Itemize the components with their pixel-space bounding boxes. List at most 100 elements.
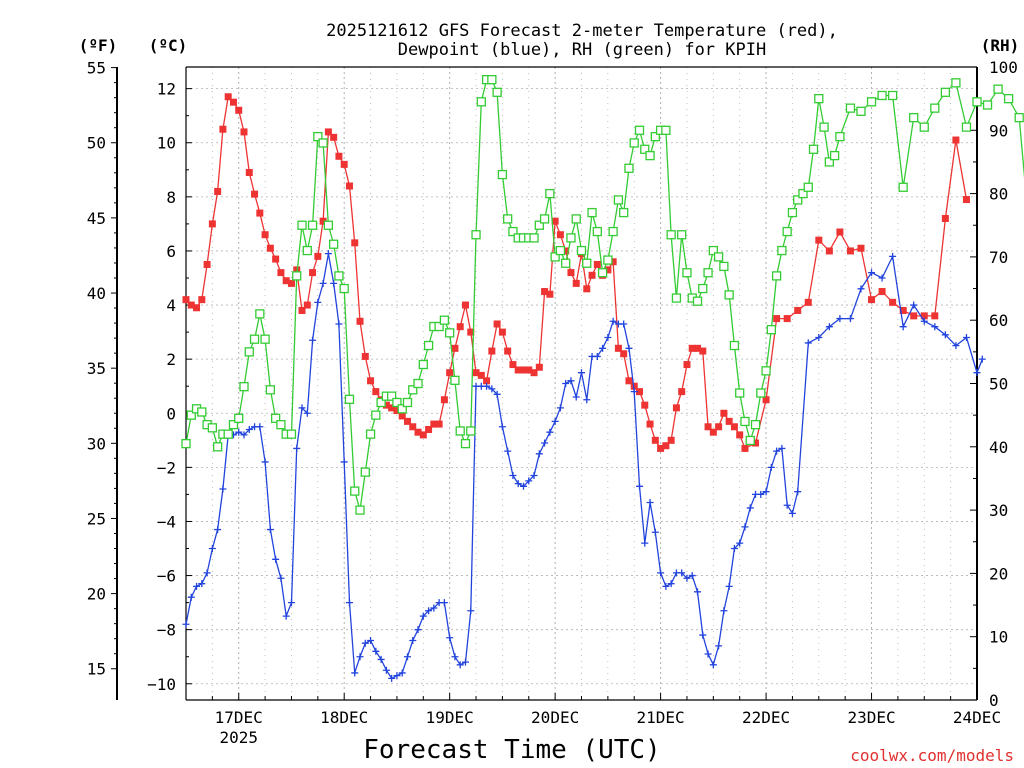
temperature-point (709, 428, 717, 436)
dewpoint-point (641, 539, 649, 547)
temperature-point (551, 217, 559, 225)
dewpoint-point (725, 582, 733, 590)
rh-point (313, 131, 323, 142)
dewpoint-point (240, 431, 248, 439)
rh-point (703, 268, 713, 278)
f-tick-label: 30 (87, 434, 106, 453)
dewpoint-point (345, 599, 353, 607)
dewpoint-point (973, 369, 981, 377)
x-tick-label: 19DEC (426, 708, 474, 727)
rh-point (713, 252, 724, 262)
f-tick-label: 55 (87, 59, 106, 78)
dewpoint-point (757, 490, 765, 498)
dewpoint-point (978, 355, 986, 363)
rh-point (592, 226, 602, 237)
c-tick-label: −2 (157, 458, 176, 477)
temperature-point (804, 298, 812, 306)
temperature-point (451, 344, 459, 352)
temperature-point (488, 347, 496, 355)
rh-point (724, 290, 734, 300)
rh-tick-label: 90 (989, 121, 1008, 140)
temperature-point (182, 296, 190, 304)
dewpoint-point (868, 269, 876, 277)
rh-tick-label: 40 (989, 438, 1008, 457)
dewpoint-point (525, 477, 533, 485)
temperature-point (825, 247, 833, 255)
dewpoint-point (815, 334, 823, 342)
rh-point (350, 486, 360, 496)
rh-point (439, 315, 450, 325)
rh-point (239, 382, 249, 392)
rh-point (682, 268, 692, 278)
temperature-point (583, 285, 591, 293)
temperature-point (419, 431, 427, 439)
x-tick-label: 17DEC (215, 708, 263, 727)
dewpoint-point (878, 274, 886, 282)
dewpoint-point (910, 301, 918, 309)
c-tick-label: 0 (166, 404, 176, 423)
temperature-point (815, 236, 823, 244)
temperature-point (509, 361, 517, 369)
rh-point (197, 407, 207, 417)
dewpoint-point (498, 423, 506, 431)
dewpoint-point (962, 334, 970, 342)
dewpoint-point (182, 620, 190, 628)
dewpoint-point (272, 555, 280, 563)
dewpoint-point (804, 339, 812, 347)
rh-point (608, 226, 618, 237)
chart-title-line-1: 2025121612 GFS Forecast 2-meter Temperat… (326, 21, 838, 41)
rh-point (466, 426, 476, 436)
temperature-point (736, 431, 744, 439)
temperature-point (762, 396, 770, 404)
dewpoint-point (704, 650, 712, 658)
temperature-point (409, 423, 417, 431)
rh-point (877, 90, 887, 101)
dewpoint-point (683, 574, 691, 582)
dewpoint-point (762, 488, 770, 496)
rh-point (671, 293, 682, 303)
f-tick-label: 20 (87, 585, 106, 604)
temperature-point (725, 417, 733, 425)
temperature-point (783, 315, 791, 323)
rh-point (529, 233, 539, 243)
series-temperature (182, 93, 970, 452)
rh-point (798, 188, 808, 199)
temperature-point (868, 296, 876, 304)
rh-point (661, 125, 671, 135)
dewpoint-point (324, 250, 332, 258)
rh-point (582, 258, 592, 268)
dewpoint-point (546, 428, 554, 436)
dewpoint-point (562, 380, 570, 387)
temperature-point (952, 136, 960, 144)
rh-point (223, 429, 233, 439)
rh-point (634, 125, 645, 135)
temperature-point (889, 298, 897, 306)
temperature-point (319, 217, 327, 225)
temperature-point (836, 228, 844, 236)
x-tick-label: 23DEC (847, 708, 895, 727)
x-tick-label: 22DEC (742, 708, 790, 727)
temperature-point (198, 296, 206, 304)
temperature-point (298, 306, 306, 314)
rh-point (503, 214, 513, 224)
dewpoint-point (282, 612, 290, 620)
temperature-point (688, 344, 696, 352)
rh-point (471, 230, 481, 240)
dewpoint-point (952, 342, 960, 350)
dewpoint-point (330, 279, 338, 287)
dewpoint-point (414, 626, 422, 634)
c-tick-label: −8 (157, 621, 176, 640)
temperature-point (535, 363, 543, 371)
rh-point (677, 230, 687, 240)
rh-point (307, 220, 318, 230)
dewpoint-point (519, 482, 527, 490)
temperature-point (388, 404, 396, 412)
rh-point (761, 366, 771, 376)
dewpoint-point (266, 526, 274, 534)
rh-point (824, 157, 834, 167)
rh-point (740, 416, 750, 427)
dewpoint-point (451, 653, 459, 661)
rh-point (982, 100, 993, 110)
dewpoint-point (899, 323, 907, 331)
